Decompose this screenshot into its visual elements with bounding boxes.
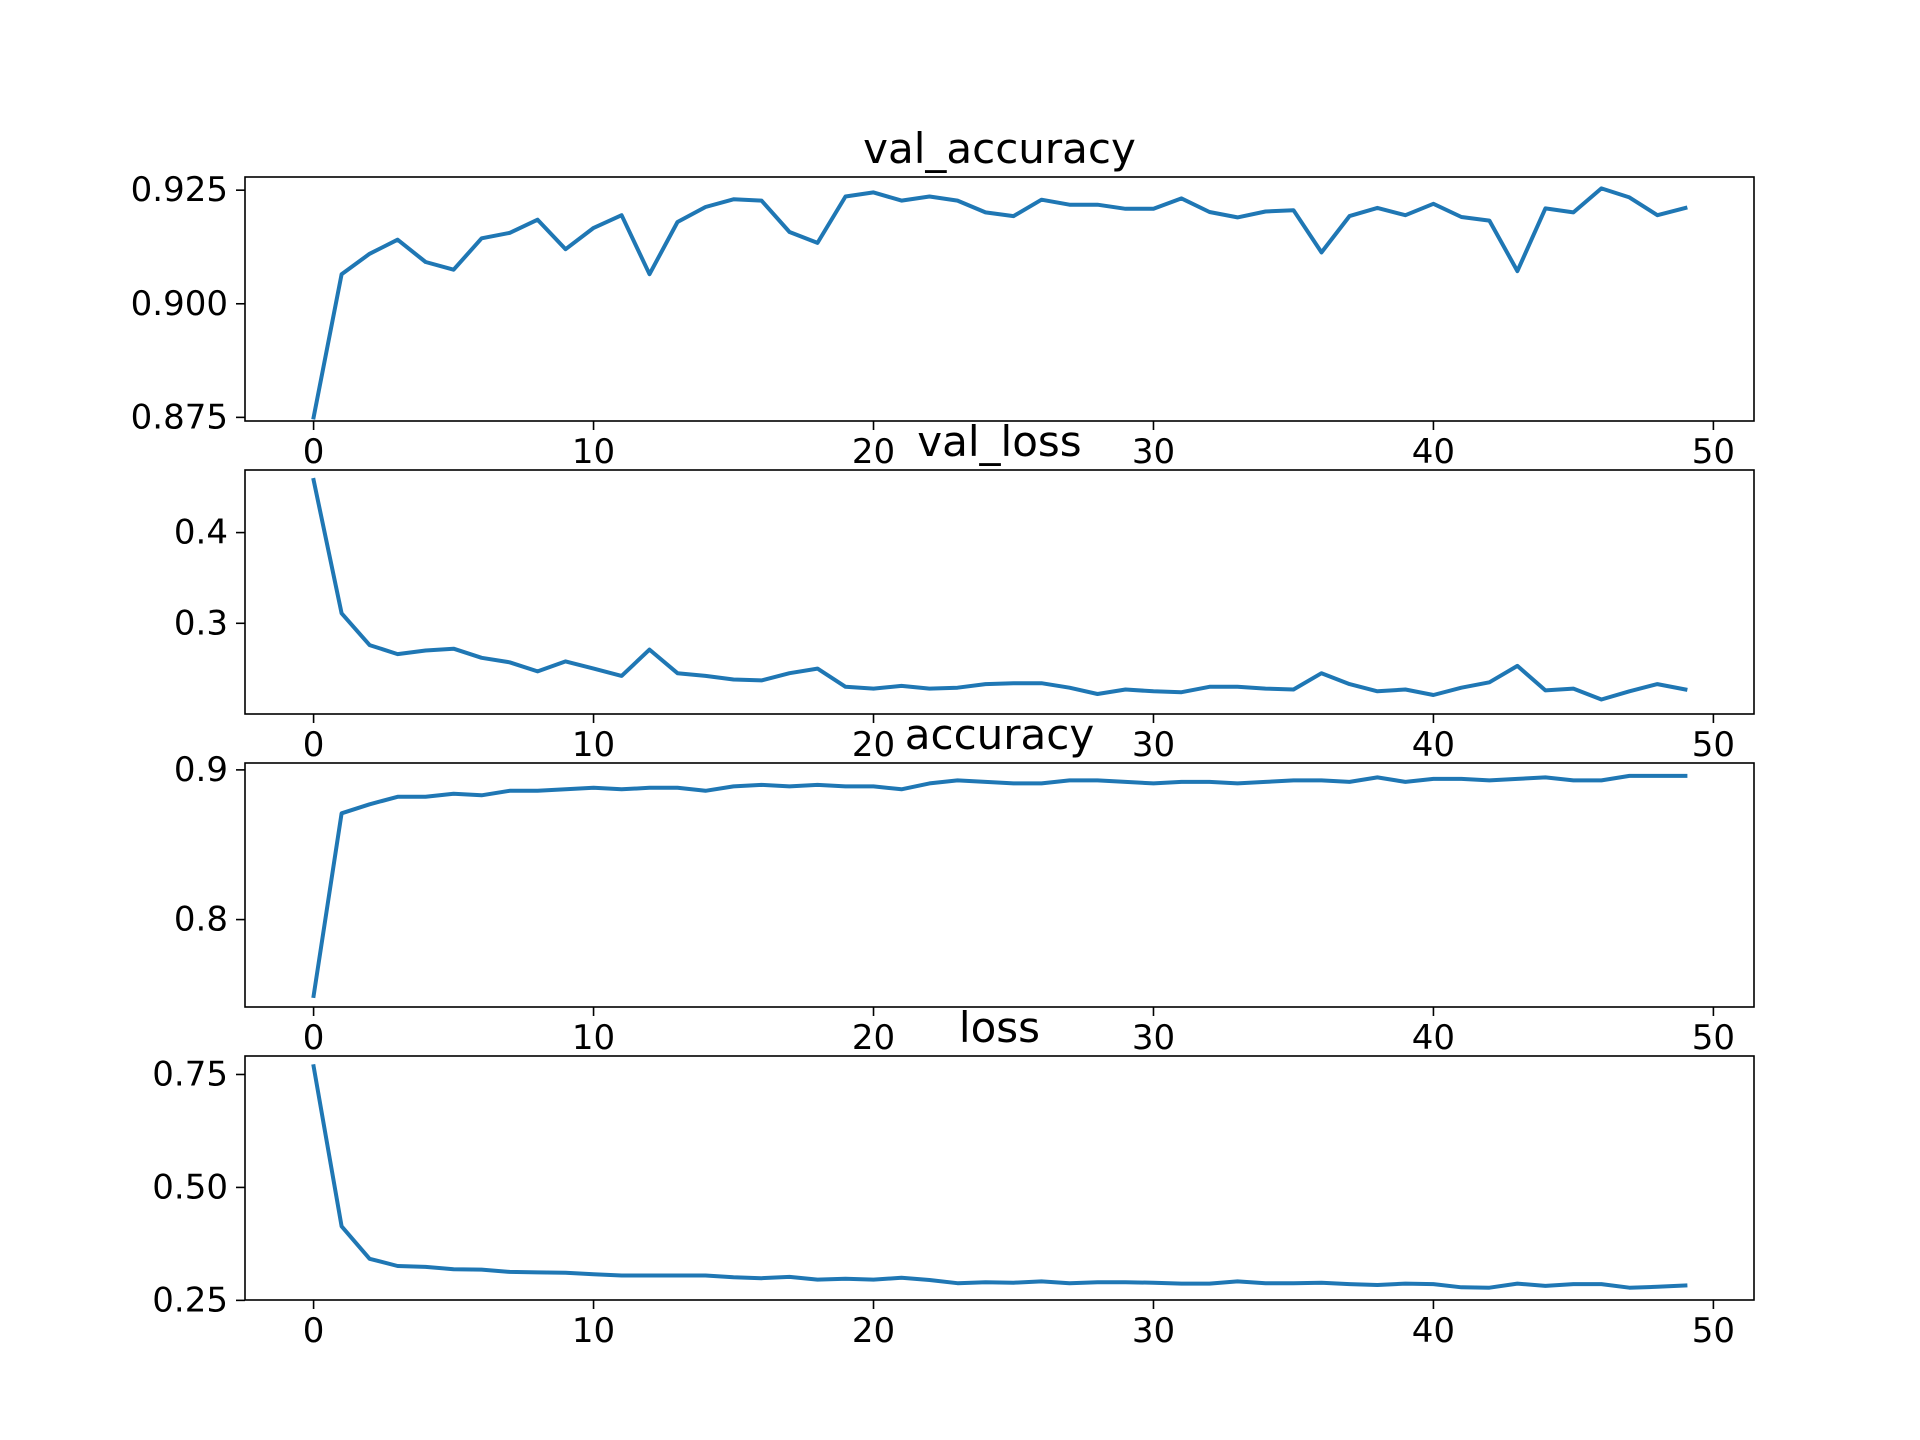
y-tick-label: 0.875	[131, 397, 228, 437]
subplot-accuracy: 0.8 0.9 0 10 20 30 40 50	[174, 750, 1755, 1058]
x-tick-label: 40	[1412, 1311, 1455, 1351]
subplot-loss: 0.25 0.50 0.75 0 10 20 30 40 50	[152, 1054, 1755, 1351]
series-line	[311, 186, 1688, 420]
x-tick-label: 40	[1412, 432, 1455, 472]
x-tick-label: 50	[1692, 432, 1735, 472]
y-tick-label: 0.9	[174, 750, 228, 790]
y-tick-label: 0.8	[174, 900, 228, 940]
x-tick-label: 20	[852, 1018, 895, 1058]
series-line	[311, 1063, 1688, 1290]
y-tick-label: 0.4	[174, 513, 228, 553]
x-tick-label: 30	[1132, 432, 1175, 472]
x-tick-label: 10	[572, 1311, 615, 1351]
x-tick-label: 0	[303, 432, 325, 472]
series-line	[311, 477, 1688, 702]
x-tick-label: 30	[1132, 1311, 1175, 1351]
y-tick-label: 0.50	[152, 1167, 228, 1207]
x-tick-label: 10	[572, 432, 615, 472]
x-tick-label: 40	[1412, 725, 1455, 765]
subplot-title: val_accuracy	[863, 124, 1136, 173]
axes-frame	[244, 176, 1755, 422]
x-tick-label: 30	[1132, 725, 1175, 765]
series-line	[311, 773, 1688, 999]
x-tick-label: 10	[572, 725, 615, 765]
x-tick-label: 0	[303, 725, 325, 765]
y-tick-label: 0.900	[131, 284, 228, 324]
y-tick-label: 0.925	[131, 170, 228, 210]
x-tick-label: 50	[1692, 725, 1735, 765]
subplot-title: val_loss	[917, 417, 1081, 466]
x-tick-label: 30	[1132, 1018, 1175, 1058]
y-tick-label: 0.25	[152, 1280, 228, 1320]
x-tick-label: 0	[303, 1018, 325, 1058]
x-tick-label: 40	[1412, 1018, 1455, 1058]
axes-frame	[244, 1055, 1755, 1301]
axes-frame	[244, 469, 1755, 715]
y-tick-label: 0.3	[174, 603, 228, 643]
subplot-val-accuracy: 0.875 0.900 0.925 0 10 20 30 40 50	[131, 170, 1755, 472]
x-tick-label: 20	[852, 1311, 895, 1351]
x-tick-label: 50	[1692, 1311, 1735, 1351]
subplot-title: loss	[959, 1003, 1040, 1052]
x-tick-label: 0	[303, 1311, 325, 1351]
x-tick-label: 20	[852, 432, 895, 472]
subplot-val-loss: 0.3 0.4 0 10 20 30 40 50	[174, 469, 1755, 765]
subplot-title: accuracy	[905, 710, 1095, 759]
x-tick-label: 20	[852, 725, 895, 765]
x-tick-label: 50	[1692, 1018, 1735, 1058]
y-tick-label: 0.75	[152, 1054, 228, 1094]
axes-frame	[244, 762, 1755, 1008]
x-tick-label: 10	[572, 1018, 615, 1058]
